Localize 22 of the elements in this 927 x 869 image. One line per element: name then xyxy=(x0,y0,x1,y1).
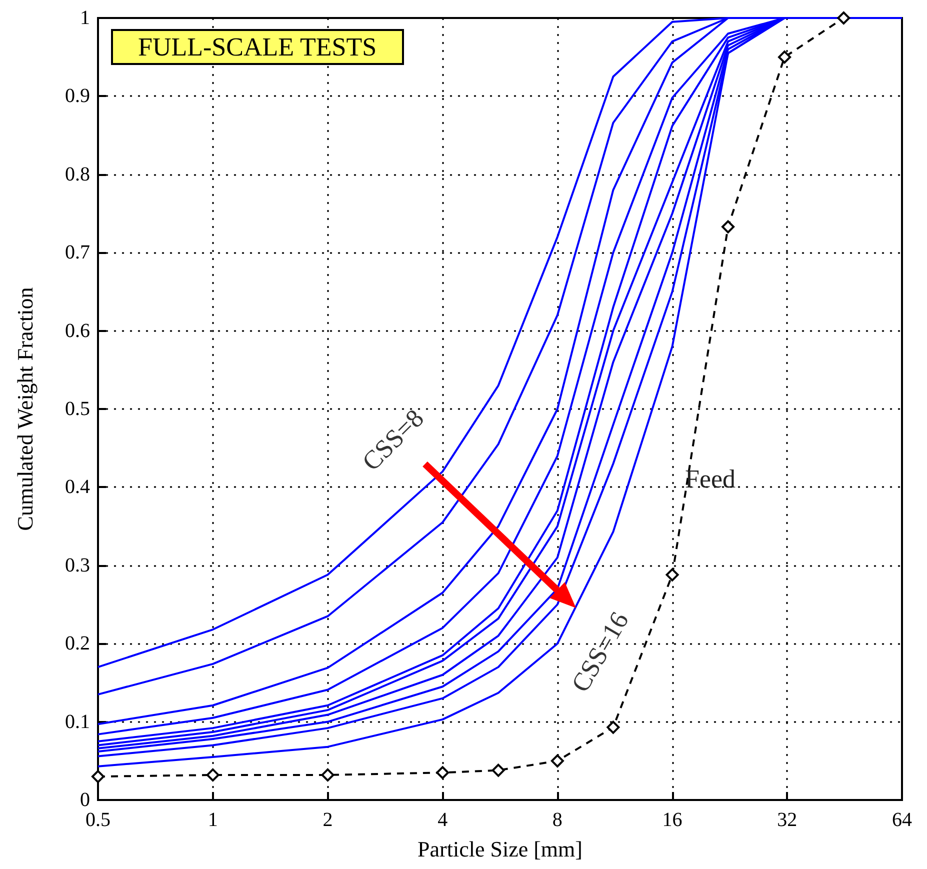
y-tick-label: 1 xyxy=(80,7,90,29)
y-tick-label: 0.4 xyxy=(65,476,90,498)
text: FULL-SCALE TESTS xyxy=(138,32,377,62)
x-tick-label: 32 xyxy=(777,809,798,831)
y-tick-label: 0.6 xyxy=(65,320,90,342)
x-axis-title: Particle Size [mm] xyxy=(418,836,582,862)
x-tick-label: 16 xyxy=(662,809,682,831)
x-tick-label: 2 xyxy=(322,809,333,831)
y-tick-label: 0.5 xyxy=(65,398,90,420)
y-tick-label: 0.9 xyxy=(65,85,90,108)
y-tick-label: 0.1 xyxy=(65,710,90,733)
x-tick-label: 64 xyxy=(892,809,912,831)
y-tick-label: 0.2 xyxy=(65,632,90,655)
y-tick-label: 0 xyxy=(80,789,90,811)
y-tick-label: 0.8 xyxy=(65,163,90,186)
x-tick-label: 1 xyxy=(208,809,218,831)
y-tick-label: 0.7 xyxy=(65,242,90,264)
y-tick-label: 0.3 xyxy=(65,554,90,576)
x-tick-label: 4 xyxy=(438,809,448,831)
series-label: Feed xyxy=(685,464,736,494)
y-axis-title: Cumulated Weight Fraction xyxy=(12,287,38,531)
x-tick-label: 8 xyxy=(552,809,562,831)
